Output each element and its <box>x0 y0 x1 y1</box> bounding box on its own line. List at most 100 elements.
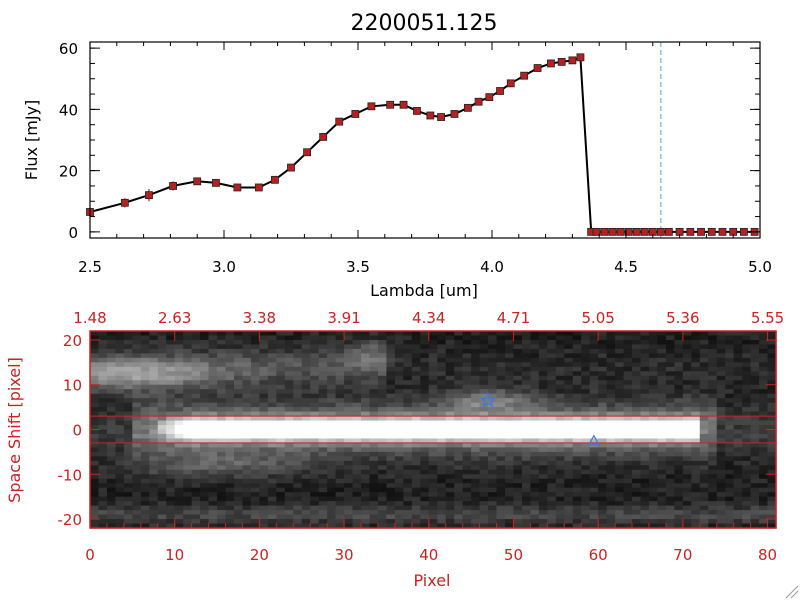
image-pixel <box>191 492 201 498</box>
image-pixel <box>267 465 277 471</box>
image-pixel <box>598 425 608 431</box>
image-pixel <box>428 483 438 489</box>
image-pixel <box>648 389 659 395</box>
image-pixel <box>564 451 574 457</box>
image-pixel <box>369 407 379 413</box>
image-pixel <box>208 442 218 449</box>
image-pixel <box>301 510 311 516</box>
image-pixel <box>657 496 667 502</box>
image-pixel <box>513 478 523 484</box>
image-pixel <box>250 331 260 337</box>
image-pixel <box>98 411 108 417</box>
image-pixel <box>632 380 642 386</box>
image-pixel <box>90 483 100 489</box>
image-pixel <box>369 438 379 444</box>
image-pixel <box>767 496 777 502</box>
image-pixel <box>665 456 675 462</box>
image-pixel <box>623 510 633 516</box>
image-pixel <box>648 335 659 341</box>
image-pixel <box>750 402 760 408</box>
image-pixel <box>674 362 684 368</box>
image-pixel <box>327 353 337 359</box>
image-pixel <box>589 389 599 395</box>
image-pixel <box>115 384 125 390</box>
image-pixel <box>259 425 269 431</box>
image-pixel <box>445 433 455 440</box>
image-pixel <box>682 433 692 440</box>
image-pixel <box>403 366 413 372</box>
image-pixel <box>276 339 286 346</box>
image-pixel <box>140 366 150 372</box>
image-pixel <box>708 344 718 350</box>
image-pixel <box>217 523 227 529</box>
image-pixel <box>267 478 277 484</box>
image-pixel <box>183 465 193 471</box>
image-pixel <box>420 335 430 341</box>
image-pixel <box>504 478 515 484</box>
image-pixel <box>538 442 548 449</box>
image-pixel <box>301 402 311 408</box>
image-pixel <box>352 375 362 381</box>
image-pixel <box>394 447 404 453</box>
image-pixel <box>530 357 540 363</box>
image-pixel <box>648 514 659 520</box>
image-pixel <box>708 478 718 484</box>
image-pixel <box>335 402 345 408</box>
image-pixel <box>183 510 193 516</box>
image-pixel <box>521 380 531 386</box>
image-pixel <box>166 447 176 453</box>
image-pixel <box>606 348 616 354</box>
image-pixel <box>157 438 167 444</box>
image-pixel <box>166 366 176 372</box>
image-pixel <box>606 510 616 516</box>
image-pixel <box>733 366 743 372</box>
image-pixel <box>394 438 404 444</box>
image-pixel <box>462 407 472 413</box>
image-pixel <box>106 384 117 390</box>
image-pixel <box>233 366 244 372</box>
image-pixel <box>157 331 167 337</box>
image-pixel <box>369 492 379 498</box>
image-pixel <box>217 469 227 475</box>
resize-grip-icon[interactable] <box>785 585 799 599</box>
image-pixel <box>471 451 481 457</box>
image-pixel <box>225 389 235 395</box>
image-pixel <box>267 456 277 462</box>
image-pixel <box>547 519 557 525</box>
image-pixel <box>572 402 582 408</box>
image-pixel <box>98 371 108 377</box>
image-pixel <box>750 420 760 426</box>
image-pixel <box>471 487 481 493</box>
image-pixel <box>488 357 498 363</box>
image-pixel <box>589 344 599 350</box>
x-tick-label: 20 <box>250 546 269 564</box>
image-pixel <box>767 402 777 408</box>
image-pixel <box>538 416 548 422</box>
image-pixel <box>665 407 675 413</box>
image-pixel <box>200 442 210 449</box>
image-pixel <box>437 393 447 399</box>
image-pixel <box>217 460 227 466</box>
image-pixel <box>233 331 244 337</box>
image-pixel <box>538 344 548 350</box>
image-pixel <box>276 496 286 502</box>
image-pixel <box>267 469 277 475</box>
image-pixel <box>157 505 167 511</box>
image-pixel <box>437 514 447 520</box>
image-pixel <box>674 438 684 444</box>
image-pixel <box>377 398 388 404</box>
image-pixel <box>471 389 481 395</box>
image-pixel <box>657 366 667 372</box>
x-tick-label: 40 <box>419 546 438 564</box>
image-pixel <box>318 429 328 435</box>
image-pixel <box>640 362 650 368</box>
image-pixel <box>547 460 557 466</box>
image-pixel <box>657 425 667 431</box>
image-pixel <box>581 384 591 390</box>
image-pixel <box>699 519 709 525</box>
image-pixel <box>538 519 548 525</box>
y-tick-label: 20 <box>63 332 82 350</box>
image-pixel <box>479 523 489 529</box>
image-pixel <box>377 429 388 435</box>
image-pixel <box>242 460 252 466</box>
